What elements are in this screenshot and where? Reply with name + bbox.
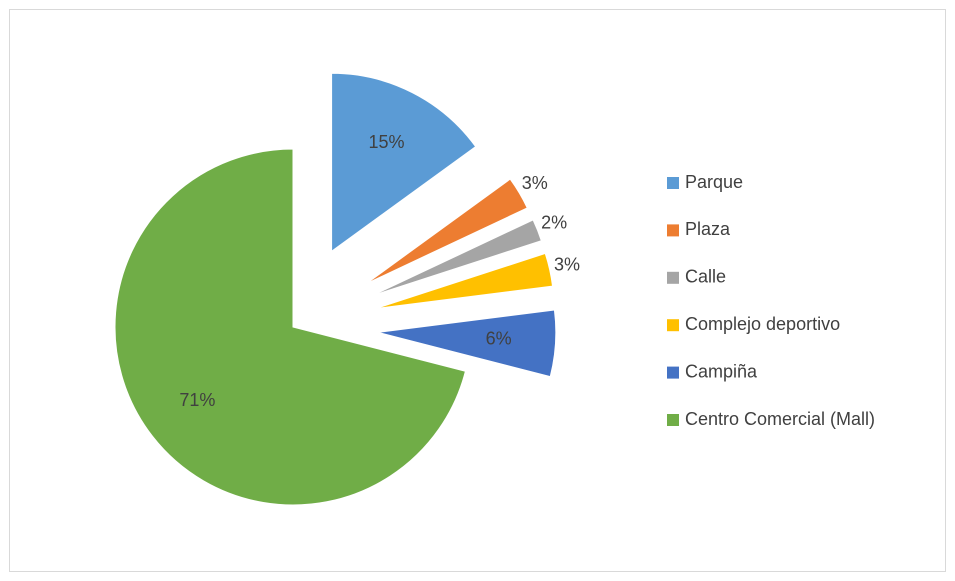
pie-slice	[365, 178, 528, 285]
pie-slice	[377, 309, 557, 378]
legend-swatch	[667, 366, 679, 379]
legend-swatch	[667, 319, 679, 332]
data-label: 3%	[522, 173, 548, 193]
data-label: 2%	[541, 212, 567, 232]
legend-label: Centro Comercial (Mall)	[685, 409, 875, 429]
legend-swatch	[667, 224, 679, 237]
legend-label: Plaza	[685, 219, 731, 239]
pie-slice	[114, 148, 467, 506]
pie-slice	[375, 252, 554, 309]
legend-swatch	[667, 177, 679, 189]
data-label: 3%	[554, 254, 580, 274]
legend-swatch	[667, 414, 679, 426]
legend-label: Campiña	[685, 361, 758, 381]
legend-label: Complejo deportivo	[685, 314, 840, 334]
data-label: 71%	[179, 390, 215, 410]
legend-swatch	[667, 271, 679, 284]
data-label: 15%	[369, 132, 405, 152]
legend-label: Calle	[685, 267, 726, 287]
pie-slice	[371, 219, 542, 297]
data-label: 6%	[486, 329, 512, 349]
pie-slice	[331, 72, 477, 253]
legend-label: Parque	[685, 172, 743, 192]
